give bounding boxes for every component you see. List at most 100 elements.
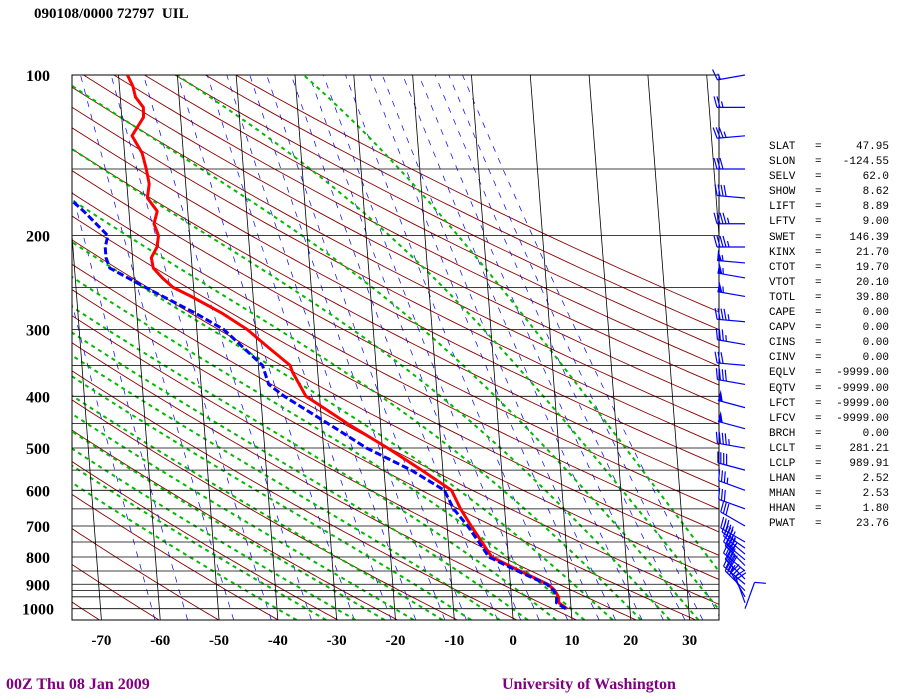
mixing-ratio-line	[266, 75, 467, 620]
wind-barb-staff	[734, 576, 746, 604]
wind-barb	[734, 569, 747, 604]
index-value: 19.70	[855, 261, 889, 274]
x-tick-label: -70	[91, 633, 111, 649]
index-value: 8.89	[862, 201, 889, 214]
y-tick-label: 600	[26, 483, 50, 500]
wind-barb	[723, 555, 746, 585]
moist-adiabat-line	[72, 447, 357, 620]
index-row: LFCT = -9999.00	[769, 397, 889, 412]
dry-adiabat-line	[72, 148, 719, 488]
index-equals: =	[815, 186, 822, 199]
wind-barb-full	[719, 235, 724, 248]
wind-barb-full	[726, 537, 734, 549]
index-name: VTOT	[769, 276, 796, 289]
mixing-ratio-line	[323, 75, 540, 620]
wind-barb-full	[723, 489, 726, 502]
mixing-ratio-line	[226, 75, 417, 620]
index-equals: =	[815, 397, 822, 410]
wind-barb-full	[724, 560, 732, 572]
wind-barb-half	[726, 477, 729, 484]
index-equals: =	[815, 141, 822, 153]
moist-adiabat-line	[72, 430, 386, 620]
index-equals: =	[815, 367, 822, 380]
wind-barb-half	[732, 554, 736, 562]
x-tick-label: 30	[682, 633, 697, 649]
wind-barb-full	[717, 184, 721, 196]
wind-barb	[714, 184, 746, 199]
wind-barb-full	[716, 235, 721, 248]
mixing-ratio-line	[110, 75, 272, 620]
wind-barb-full	[720, 488, 724, 501]
wind-barb	[715, 328, 746, 346]
index-name: LFTV	[769, 216, 796, 229]
dewpoint-profile-line	[72, 198, 567, 610]
index-name: PWAT	[769, 518, 796, 531]
index-row: CTOT = 19.70	[769, 261, 889, 276]
wind-barb-full	[722, 235, 727, 248]
index-name: SLON	[769, 156, 796, 169]
wind-barb-full	[724, 433, 727, 445]
wind-barb	[720, 500, 746, 527]
wind-barb-full	[723, 525, 729, 537]
y-tick-label: 1000	[22, 602, 54, 619]
index-name: LIFT	[769, 201, 796, 214]
x-tick-label: -40	[268, 633, 288, 649]
wind-barb-full	[724, 549, 732, 560]
index-equals: =	[815, 442, 822, 455]
wind-barb	[717, 249, 746, 264]
isotherm-line	[529, 75, 573, 620]
index-row: VTOT = 20.10	[769, 276, 889, 291]
mixing-ratio-line	[369, 75, 600, 620]
index-value: 0.00	[862, 307, 889, 320]
index-row: CAPV = 0.00	[769, 321, 889, 336]
wind-barb	[717, 389, 746, 409]
wind-barb	[712, 69, 746, 81]
index-row: LHAN = 2.52	[769, 472, 889, 487]
stability-indices-panel: SLAT = 47.95 SLON = -124.55 SELV = 62.0 SHOW = 8.62…	[769, 140, 889, 532]
x-tick-label: 10	[564, 633, 579, 649]
index-row: CAPE = 0.00	[769, 306, 889, 321]
wind-barb-full	[712, 69, 718, 81]
chart-title: 090108/0000 72797 UIL	[34, 6, 189, 22]
mixing-ratio-line	[80, 75, 235, 620]
index-name: KINX	[769, 246, 796, 259]
mixing-ratio-line	[72, 189, 188, 620]
index-value: 281.21	[849, 442, 889, 455]
index-value: 0.00	[862, 352, 889, 365]
wind-barb-flag	[717, 410, 723, 423]
dry-adiabat-line	[72, 493, 279, 620]
wind-barb	[714, 351, 746, 366]
index-value: 9.00	[862, 216, 889, 229]
index-value: 2.53	[862, 488, 889, 501]
x-tick-label: 0	[509, 633, 517, 649]
index-equals: =	[815, 231, 822, 244]
wind-barb	[717, 451, 746, 471]
index-row: LIFT = 8.89	[769, 200, 889, 215]
wind-barb-full	[723, 531, 729, 543]
index-equals: =	[815, 216, 822, 229]
mixing-ratio-line	[462, 75, 719, 617]
index-row: SELV = 62.0	[769, 170, 889, 185]
wind-barb-full	[724, 535, 732, 547]
index-name: LFCT	[769, 397, 796, 410]
index-row: LCLP = 989.91	[769, 457, 889, 472]
wind-barb-full	[715, 368, 719, 380]
dry-adiabat-line	[72, 370, 518, 620]
index-name: SELV	[769, 171, 796, 184]
wind-barb	[718, 469, 746, 491]
wind-barb-full	[712, 127, 718, 139]
wind-barb-full	[726, 562, 734, 574]
index-row: EQTV = -9999.00	[769, 382, 889, 397]
index-value: 20.10	[855, 276, 889, 289]
timestamp-footer: 00Z Thu 08 Jan 2009	[6, 676, 150, 693]
wind-barb-staff	[717, 378, 746, 386]
index-name: BRCH	[769, 427, 796, 440]
index-equals: =	[815, 276, 822, 289]
dry-adiabat-line	[83, 75, 719, 405]
wind-barb-half	[720, 101, 724, 108]
dry-adiabat-line	[72, 192, 719, 533]
index-equals: =	[815, 457, 822, 470]
wind-barb-full	[723, 542, 729, 554]
wind-barb-full	[721, 521, 727, 533]
